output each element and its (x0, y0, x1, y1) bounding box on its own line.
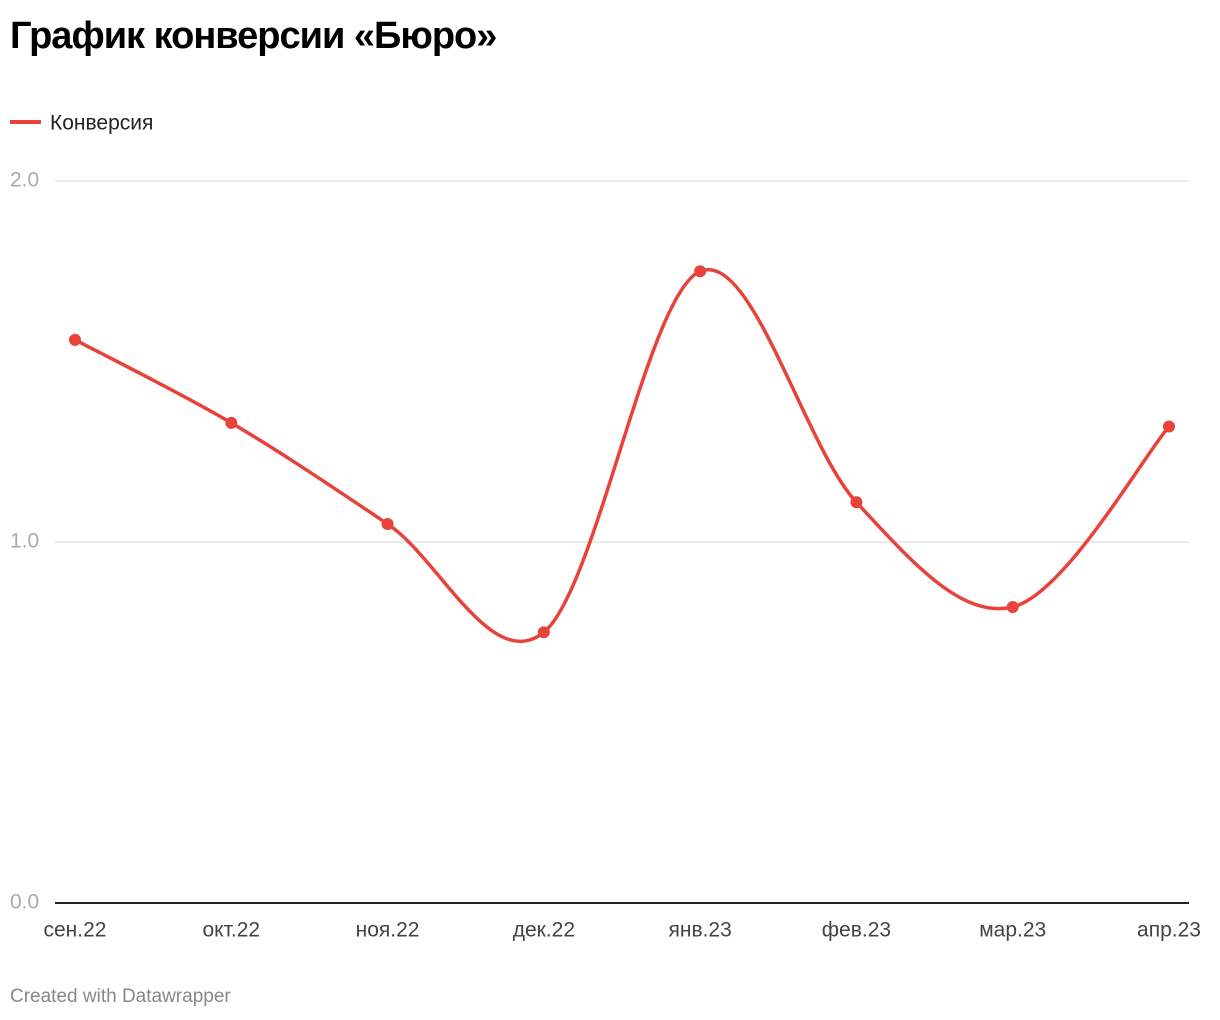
x-tick-label: янв.23 (668, 919, 731, 942)
x-tick-label: ноя.22 (356, 919, 420, 942)
x-tick-label: дек.22 (513, 919, 575, 942)
point (225, 416, 238, 429)
footer: Created with Datawrapper (10, 986, 231, 1007)
x-tick-label: мар.23 (979, 919, 1046, 942)
point (537, 626, 550, 639)
y-tick-label: 2.0 (10, 169, 39, 192)
point (69, 333, 81, 346)
line (74, 267, 1171, 643)
point (1006, 600, 1019, 613)
x-tick-label: фев.23 (822, 919, 891, 942)
y-tick-label: 1.0 (10, 530, 39, 553)
chart-title: График конверсии «Бюро» (10, 15, 496, 57)
point (1163, 420, 1175, 433)
point (694, 265, 707, 278)
y-tick-label: 0.0 (10, 891, 39, 914)
point (381, 517, 394, 530)
legend-label: Конверсия (50, 112, 153, 135)
x-tick-label: сен.22 (44, 919, 107, 942)
x-tick-label: апр.23 (1137, 919, 1201, 942)
point (850, 496, 863, 509)
x-tick-label: окт.22 (202, 919, 260, 942)
